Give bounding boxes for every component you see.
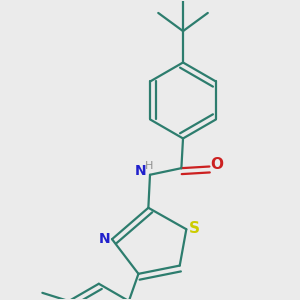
Text: H: H	[145, 160, 153, 170]
Text: N: N	[99, 232, 111, 245]
Text: S: S	[189, 221, 200, 236]
Text: N: N	[135, 164, 147, 178]
Text: O: O	[210, 158, 223, 172]
